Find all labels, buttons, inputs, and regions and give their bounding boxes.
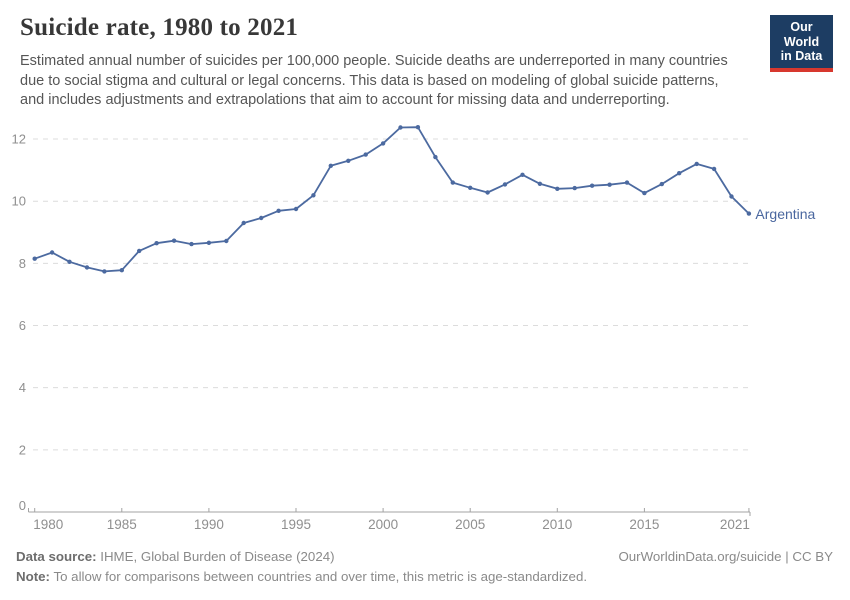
data-point-1994: [276, 208, 281, 213]
chart-footer: Data source: IHME, Global Burden of Dise…: [16, 547, 833, 586]
y-tick-label-6: 6: [19, 318, 26, 333]
page-title: Suicide rate, 1980 to 2021: [20, 14, 299, 41]
chart-subtitle: Estimated annual number of suicides per …: [20, 52, 760, 111]
data-point-1980: [32, 256, 37, 261]
data-point-1983: [84, 265, 90, 270]
data-point-1997: [328, 163, 333, 168]
data-point-2017: [677, 171, 682, 176]
series-line-argentina: [33, 126, 750, 273]
data-point-2004: [450, 180, 455, 185]
data-point-2016: [659, 181, 664, 187]
x-tick-label-2015: 2015: [629, 517, 659, 532]
data-point-2008: [520, 172, 525, 177]
owid-logo-line2: in Data: [780, 49, 823, 63]
x-tick-label-1980: 1980: [33, 517, 63, 532]
data-point-1999: [363, 152, 368, 157]
footer-note-line: Note: To allow for comparisons between c…: [16, 567, 587, 587]
y-tick-label-8: 8: [19, 256, 26, 271]
data-point-2012: [589, 183, 595, 188]
data-point-1992: [241, 220, 246, 226]
data-point-1998: [346, 158, 351, 163]
owid-logo-line1: Our World: [783, 20, 820, 49]
data-point-2000: [380, 141, 386, 146]
footer-license: OurWorldinData.org/suicide | CC BY: [618, 549, 833, 564]
data-point-2003: [433, 154, 438, 160]
data-point-2009: [537, 181, 543, 186]
subtitle-line-2: due to social stigma and cultural or leg…: [20, 72, 719, 89]
data-point-2021: [746, 211, 752, 216]
data-point-1984: [102, 269, 107, 274]
footer-source-note: Data source: IHME, Global Burden of Dise…: [16, 547, 587, 586]
footer-source-line: Data source: IHME, Global Burden of Dise…: [16, 547, 587, 567]
x-tick-label-1985: 1985: [107, 517, 137, 532]
data-point-2001: [398, 125, 403, 130]
data-point-1986: [137, 248, 142, 254]
x-tick-label-1995: 1995: [281, 517, 311, 532]
subtitle-line-1: Estimated annual number of suicides per …: [20, 53, 728, 69]
data-point-1990: [206, 240, 212, 245]
data-point-2010: [555, 186, 560, 191]
x-tick-label-2010: 2010: [542, 517, 572, 532]
data-point-2015: [642, 190, 647, 196]
data-point-2011: [572, 185, 577, 191]
x-tick-label-2000: 2000: [368, 517, 398, 532]
note-label: Note:: [16, 568, 50, 584]
y-tick-label-2: 2: [19, 442, 26, 457]
data-point-1996: [311, 193, 316, 198]
subtitle-line-3: and includes adjustments and extrapolati…: [20, 92, 670, 108]
data-point-2006: [485, 190, 490, 195]
owid-logo: Our World in Data: [770, 15, 833, 72]
x-tick-label-1990: 1990: [194, 517, 224, 532]
y-tick-label-10: 10: [12, 194, 26, 209]
data-point-2013: [607, 182, 612, 187]
x-tick-label-2021: 2021: [720, 517, 750, 532]
note-text: To allow for comparisons between countri…: [49, 568, 588, 584]
data-point-1995: [293, 206, 299, 212]
data-point-2019: [711, 166, 717, 172]
data-point-1985: [119, 268, 125, 273]
y-tick-label-12: 12: [12, 132, 26, 147]
data-point-1982: [67, 259, 72, 264]
data-point-2018: [694, 161, 699, 167]
chart-svg: 0 2 4 6 8 10 12 1980 1985 1990 1995 2000 2005 2010 201…: [12, 125, 816, 532]
source-label: Data source:: [16, 549, 97, 564]
data-point-1993: [259, 215, 264, 221]
x-tick-label-2005: 2005: [455, 517, 485, 532]
source-text: IHME, Global Burden of Disease (2024): [96, 549, 335, 564]
data-point-2005: [468, 185, 473, 190]
data-point-1988: [171, 238, 177, 243]
series-end-label: Argentina: [755, 206, 815, 222]
data-point-2007: [502, 182, 508, 187]
y-tick-label-0: 0: [19, 498, 26, 513]
data-point-2020: [729, 194, 734, 199]
y-tick-label-4: 4: [19, 380, 26, 395]
data-point-1989: [189, 241, 194, 247]
data-point-1987: [154, 241, 159, 246]
data-point-2014: [624, 180, 630, 185]
data-point-1981: [49, 250, 55, 255]
data-point-1991: [224, 238, 229, 244]
data-point-2002: [415, 125, 421, 130]
